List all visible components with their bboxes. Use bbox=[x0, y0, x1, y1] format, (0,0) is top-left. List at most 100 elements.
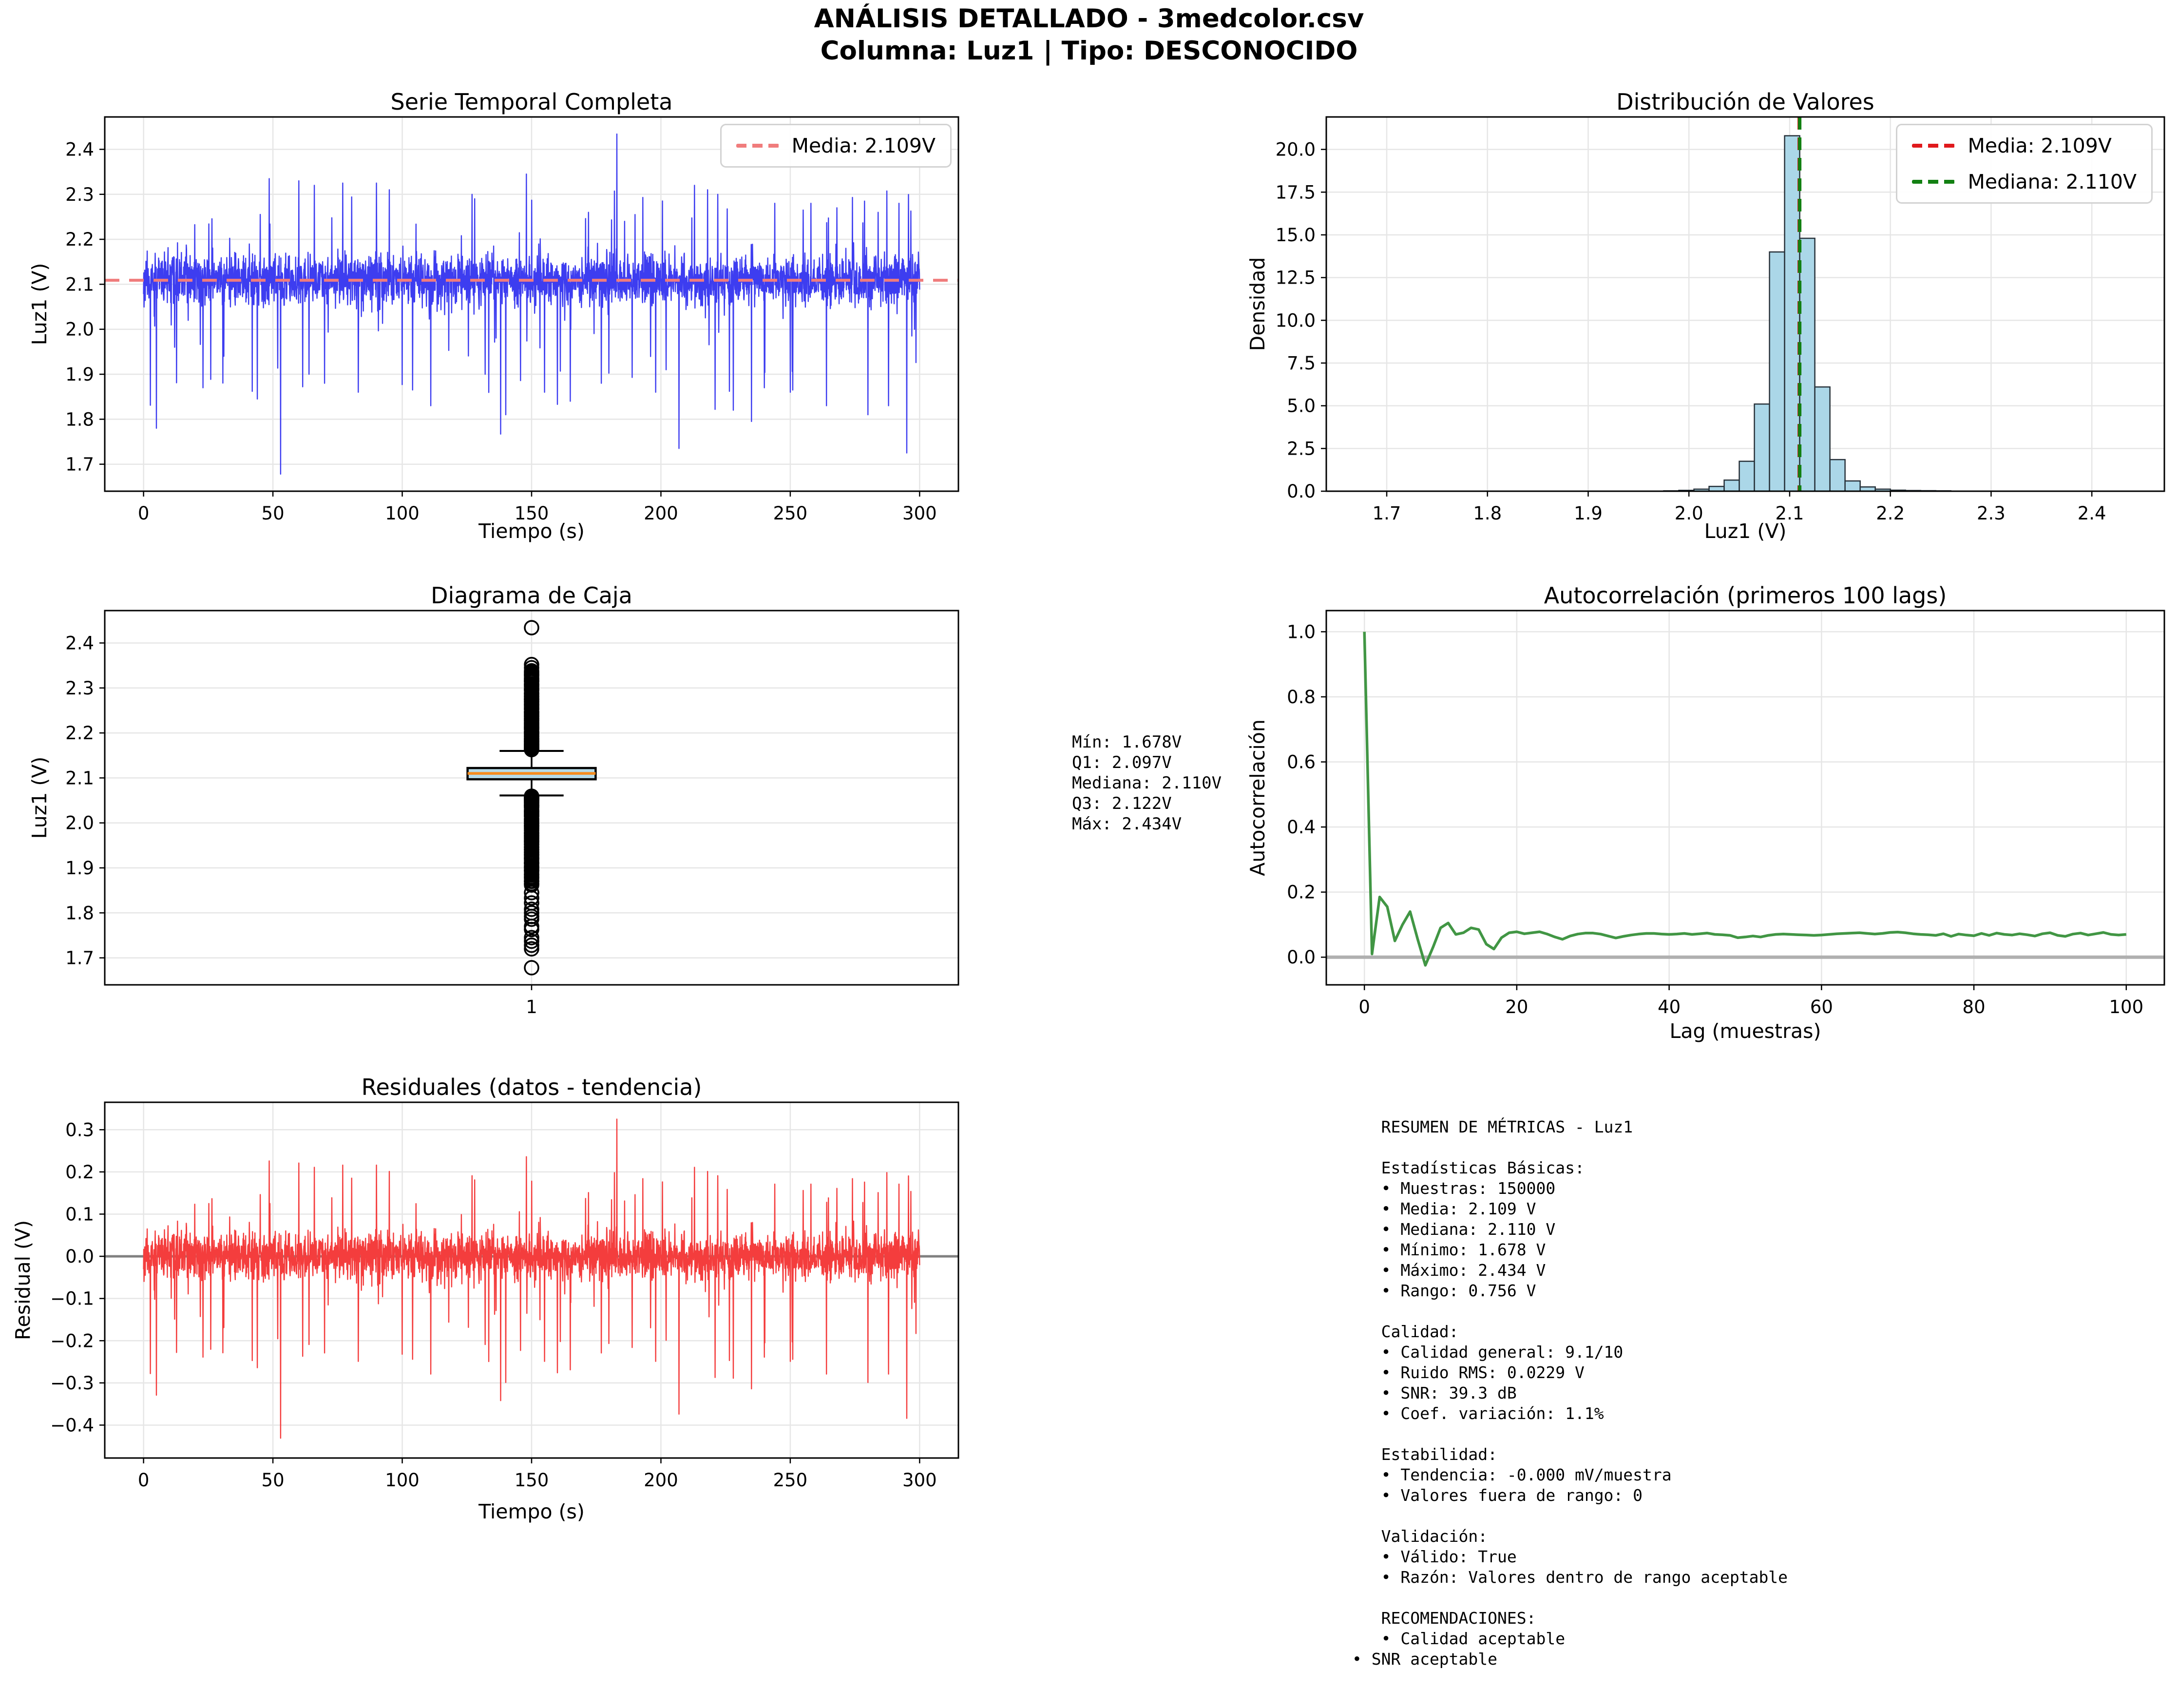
svg-text:20.0: 20.0 bbox=[1276, 139, 1316, 160]
svg-text:2.0: 2.0 bbox=[1675, 503, 1703, 524]
svg-text:2.4: 2.4 bbox=[2078, 503, 2106, 524]
chart-title-autocorrelacion: Autocorrelación (primeros 100 lags) bbox=[1544, 582, 1947, 609]
legend-distribucion: Media: 2.109V Mediana: 2.110V bbox=[1896, 124, 2153, 204]
chart-title-residuales: Residuales (datos - tendencia) bbox=[361, 1074, 702, 1100]
svg-text:0: 0 bbox=[138, 1470, 150, 1491]
svg-text:80: 80 bbox=[1963, 997, 1986, 1017]
svg-text:200: 200 bbox=[644, 1470, 678, 1491]
svg-text:1.9: 1.9 bbox=[65, 858, 94, 879]
svg-text:100: 100 bbox=[385, 503, 420, 524]
metrics-summary-text: RESUMEN DE MÉTRICAS - Luz1 Estadísticas … bbox=[1352, 1117, 1788, 1669]
svg-text:150: 150 bbox=[515, 503, 549, 524]
legend-serie: Media: 2.109V bbox=[720, 124, 952, 168]
svg-text:10.0: 10.0 bbox=[1276, 310, 1316, 331]
svg-text:1.7: 1.7 bbox=[1373, 503, 1401, 524]
svg-text:2.3: 2.3 bbox=[65, 184, 94, 205]
x-axis-label-distribucion: Luz1 (V) bbox=[1704, 519, 1787, 543]
svg-text:0.1: 0.1 bbox=[65, 1204, 94, 1225]
svg-text:15.0: 15.0 bbox=[1276, 225, 1316, 246]
svg-text:1.8: 1.8 bbox=[1473, 503, 1502, 524]
svg-text:0.6: 0.6 bbox=[1287, 752, 1316, 773]
svg-text:250: 250 bbox=[773, 1470, 808, 1491]
svg-text:1.7: 1.7 bbox=[65, 454, 94, 475]
svg-text:2.2: 2.2 bbox=[65, 229, 94, 250]
histogram-plot: 1.7 1.8 1.9 2.0 2.1 2.2 2.3 2.4 0.0 2.5 5.0 7.5 10.0… bbox=[1276, 116, 2165, 524]
svg-text:0: 0 bbox=[1358, 997, 1370, 1017]
svg-text:1: 1 bbox=[526, 997, 537, 1017]
svg-text:1.8: 1.8 bbox=[65, 409, 94, 430]
svg-text:40: 40 bbox=[1658, 997, 1681, 1017]
legend-label-media: Media: 2.109V bbox=[791, 134, 936, 157]
svg-text:0.8: 0.8 bbox=[1287, 687, 1316, 708]
svg-text:250: 250 bbox=[773, 503, 808, 524]
svg-text:−0.4: −0.4 bbox=[50, 1415, 94, 1436]
svg-text:100: 100 bbox=[385, 1470, 420, 1491]
x-axis-label-residuales: Tiempo (s) bbox=[478, 1500, 585, 1523]
svg-text:0.3: 0.3 bbox=[65, 1119, 94, 1140]
svg-text:17.5: 17.5 bbox=[1276, 182, 1316, 203]
svg-text:2.2: 2.2 bbox=[65, 723, 94, 744]
legend-entry-mediana: Mediana: 2.110V bbox=[1912, 170, 2137, 193]
svg-text:0.2: 0.2 bbox=[1287, 882, 1316, 903]
svg-text:300: 300 bbox=[902, 1470, 937, 1491]
svg-text:2.4: 2.4 bbox=[65, 633, 94, 653]
chart-title-serie: Serie Temporal Completa bbox=[390, 89, 673, 115]
svg-text:150: 150 bbox=[515, 1470, 549, 1491]
svg-text:5.0: 5.0 bbox=[1287, 396, 1316, 417]
y-axis-label-residuales: Residual (V) bbox=[11, 1220, 35, 1341]
svg-text:0: 0 bbox=[138, 503, 150, 524]
dashed-line-swatch-media bbox=[1912, 144, 1955, 148]
svg-text:2.0: 2.0 bbox=[65, 813, 94, 834]
svg-text:60: 60 bbox=[1810, 997, 1833, 1017]
boxplot-plot: 1 1.7 1.8 1.9 2.0 2.1 2.2 2.3 2.4 bbox=[65, 610, 959, 1017]
svg-text:0.4: 0.4 bbox=[1287, 817, 1316, 838]
svg-text:0.0: 0.0 bbox=[65, 1246, 94, 1267]
svg-text:50: 50 bbox=[262, 503, 285, 524]
svg-text:1.0: 1.0 bbox=[1287, 621, 1316, 642]
main-title-line1: ANÁLISIS DETALLADO - 3medcolor.csv bbox=[814, 4, 1364, 34]
svg-text:20: 20 bbox=[1505, 997, 1528, 1017]
y-axis-label-caja: Luz1 (V) bbox=[28, 756, 51, 839]
svg-text:1.9: 1.9 bbox=[1574, 503, 1603, 524]
y-axis-label-distribucion: Densidad bbox=[1246, 257, 1269, 351]
legend-label-media: Media: 2.109V bbox=[1968, 134, 2112, 157]
chart-title-caja: Diagrama de Caja bbox=[431, 582, 632, 609]
svg-text:1.8: 1.8 bbox=[65, 902, 94, 923]
legend-entry-media: Media: 2.109V bbox=[1912, 134, 2137, 157]
svg-text:0.2: 0.2 bbox=[65, 1162, 94, 1183]
residuals-plot: 0 50 100 150 200 250 300 −0.4 −0.3 −0.2 −0.1 0.0 0.1… bbox=[50, 1101, 959, 1491]
serie-temporal-plot: 0 50 100 150 200 250 300 1.7 1.8 1.9 2.0 2.1 2.2 2.3 2… bbox=[65, 116, 959, 524]
svg-text:2.1: 2.1 bbox=[65, 274, 94, 295]
autocorrelation-plot: 0 20 40 60 80 100 0.0 0.2 0.4 0.6 0.8 1.0 bbox=[1287, 610, 2165, 1017]
svg-text:2.4: 2.4 bbox=[65, 139, 94, 160]
dashed-line-swatch-mediana bbox=[1912, 180, 1955, 184]
svg-text:2.0: 2.0 bbox=[65, 319, 94, 340]
quartile-stats-text: Mín: 1.678V Q1: 2.097V Mediana: 2.110V Q… bbox=[1072, 732, 1222, 834]
svg-text:7.5: 7.5 bbox=[1287, 353, 1316, 374]
svg-text:2.3: 2.3 bbox=[65, 678, 94, 699]
svg-text:2.1: 2.1 bbox=[1776, 503, 1804, 524]
svg-text:2.2: 2.2 bbox=[1876, 503, 1905, 524]
main-title-line2: Columna: Luz1 | Tipo: DESCONOCIDO bbox=[820, 36, 1358, 66]
x-axis-label-serie: Tiempo (s) bbox=[478, 519, 585, 543]
chart-title-distribucion: Distribución de Valores bbox=[1616, 89, 1874, 115]
svg-text:−0.3: −0.3 bbox=[50, 1373, 94, 1394]
x-axis-label-autocorrelacion: Lag (muestras) bbox=[1669, 1019, 1821, 1043]
legend-entry-media: Media: 2.109V bbox=[736, 134, 936, 157]
svg-text:2.5: 2.5 bbox=[1287, 438, 1316, 459]
dashed-line-swatch-media bbox=[736, 144, 779, 148]
svg-text:0.0: 0.0 bbox=[1287, 481, 1316, 502]
svg-text:100: 100 bbox=[2109, 997, 2144, 1017]
svg-text:12.5: 12.5 bbox=[1276, 268, 1316, 288]
svg-text:−0.2: −0.2 bbox=[50, 1330, 94, 1351]
svg-text:−0.1: −0.1 bbox=[50, 1288, 94, 1309]
svg-text:2.3: 2.3 bbox=[1977, 503, 2006, 524]
svg-text:0.0: 0.0 bbox=[1287, 947, 1316, 968]
svg-text:1.9: 1.9 bbox=[65, 364, 94, 385]
svg-text:50: 50 bbox=[262, 1470, 285, 1491]
legend-label-mediana: Mediana: 2.110V bbox=[1968, 170, 2137, 193]
svg-text:300: 300 bbox=[902, 503, 937, 524]
y-axis-label-serie: Luz1 (V) bbox=[28, 263, 51, 345]
svg-text:200: 200 bbox=[644, 503, 678, 524]
